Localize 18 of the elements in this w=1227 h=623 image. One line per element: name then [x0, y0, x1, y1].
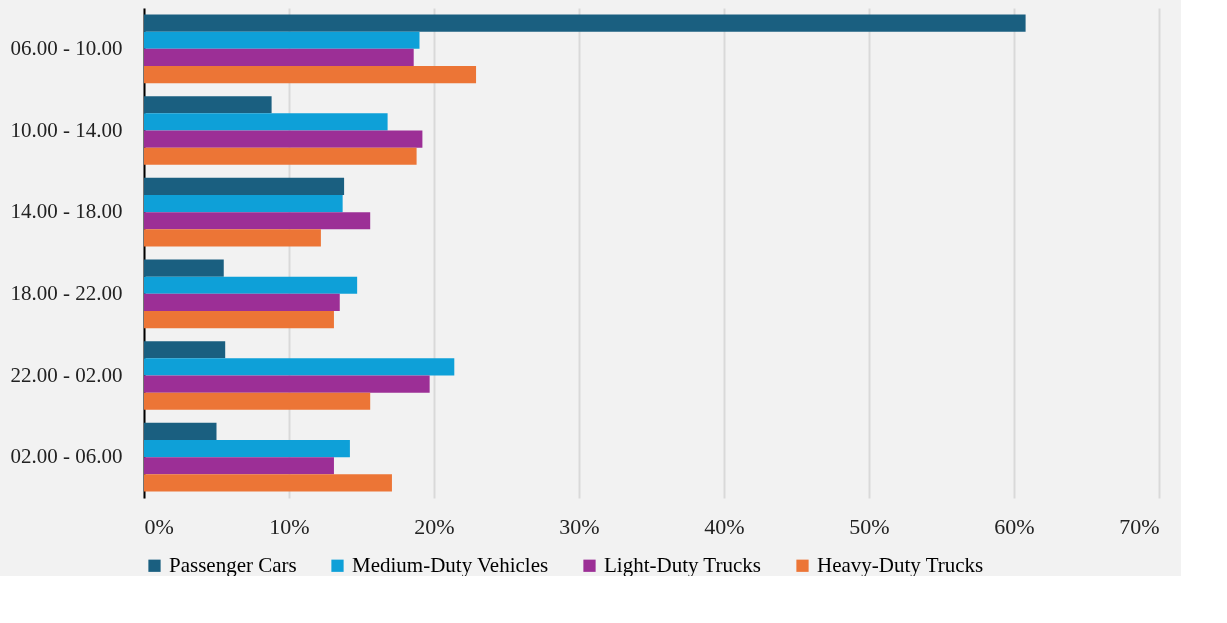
- x-tick-label: 30%: [559, 513, 600, 539]
- y-tick-label: 22.00 - 02.00: [10, 362, 123, 387]
- legend-label: Passenger Cars: [169, 552, 297, 577]
- x-tick-label: 0%: [144, 513, 174, 539]
- x-tick-label: 60%: [994, 513, 1035, 539]
- y-tick-label: 14.00 - 18.00: [10, 199, 123, 224]
- y-tick-label: 10.00 - 14.00: [10, 117, 123, 142]
- x-tick-label: 50%: [849, 513, 890, 539]
- y-tick-label: 18.00 - 22.00: [10, 280, 123, 305]
- x-tick-label: 20%: [414, 513, 455, 539]
- x-tick-label: 10%: [269, 513, 310, 539]
- x-tick-label: 70%: [1119, 513, 1160, 539]
- y-tick-label: 02.00 - 06.00: [10, 444, 123, 469]
- x-tick-label: 40%: [704, 513, 745, 539]
- legend-label: Heavy-Duty Trucks: [817, 552, 984, 577]
- legend-label: Medium-Duty Vehicles: [352, 552, 549, 577]
- y-tick-label: 06.00 - 10.00: [10, 35, 123, 60]
- legend-label: Light-Duty Trucks: [604, 552, 761, 577]
